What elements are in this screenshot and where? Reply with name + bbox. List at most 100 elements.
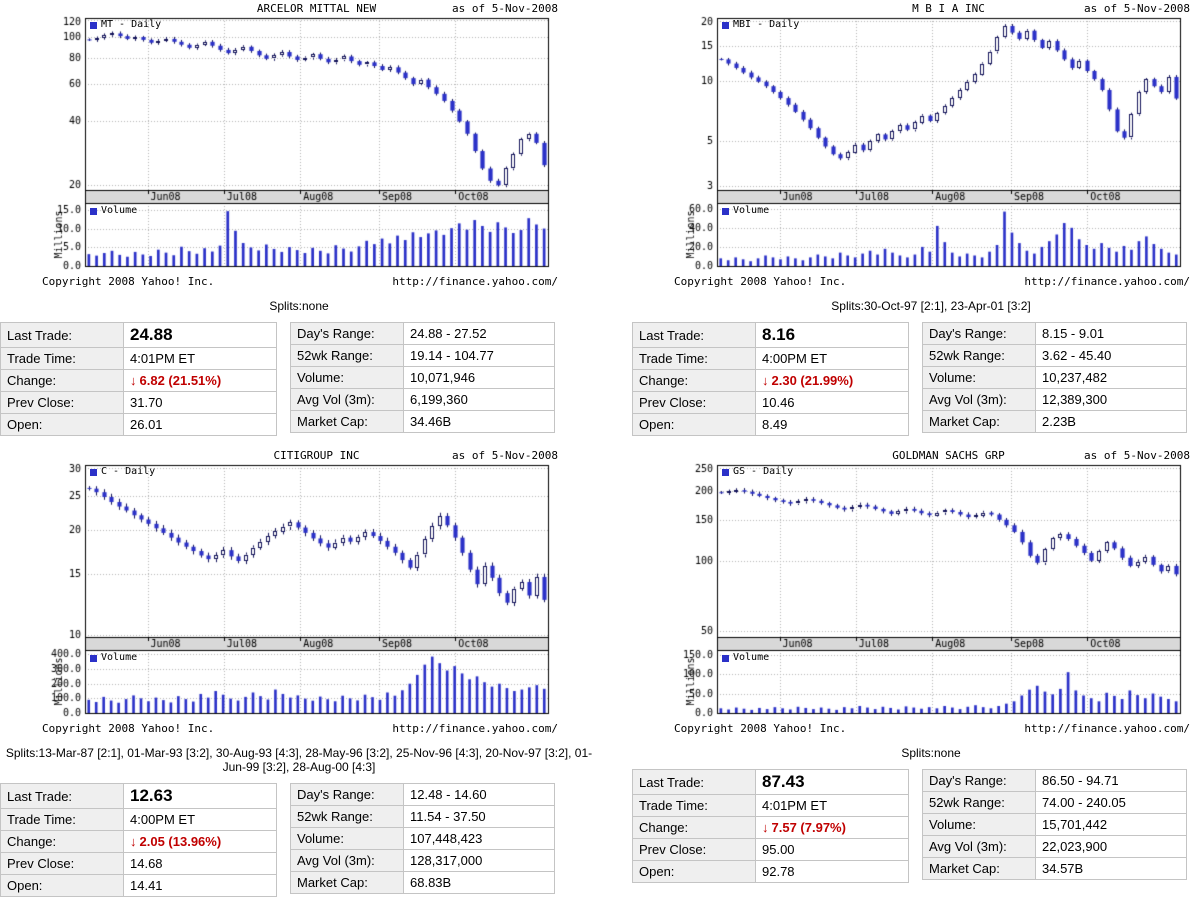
volume-legend: Volume xyxy=(722,206,769,216)
quote-label: Open: xyxy=(632,860,756,883)
splits-text: Splits:none xyxy=(901,746,961,760)
quote-value: 11.54 - 37.50 xyxy=(403,805,555,828)
quote-row: 52wk Range: 19.14 - 104.77 xyxy=(290,344,555,367)
quote-label: Change: xyxy=(0,369,124,392)
chart-url[interactable]: http://finance.yahoo.com/ xyxy=(1024,722,1190,735)
quote-value: 14.41 xyxy=(123,874,277,897)
stock-chart-c: CITIGROUP INC as of 5-Nov-2008 C - Daily… xyxy=(0,447,560,737)
quote-label: Market Cap: xyxy=(290,871,404,894)
chart-as-of-date: as of 5-Nov-2008 xyxy=(1084,449,1190,462)
quote-table-left: Last Trade: 87.43 Trade Time: 4:01PM ET Chan… xyxy=(632,769,909,883)
quote-label: Avg Vol (3m): xyxy=(922,388,1036,411)
candlestick-volume-chart[interactable] xyxy=(632,461,1192,719)
quote-label: Open: xyxy=(0,413,124,436)
quote-label: Trade Time: xyxy=(632,347,756,370)
series-swatch-icon xyxy=(722,207,729,215)
quote-label: 52wk Range: xyxy=(922,791,1036,814)
quote-value: 34.46B xyxy=(403,410,555,433)
quote-value: 2.23B xyxy=(1035,410,1187,433)
quote-label: Prev Close: xyxy=(632,391,756,414)
copyright-text: Copyright 2008 Yahoo! Inc. xyxy=(42,275,215,288)
quote-value: 4:00PM ET xyxy=(755,347,909,370)
quote-label: Avg Vol (3m): xyxy=(290,849,404,872)
quote-table-left: Last Trade: 12.63 Trade Time: 4:00PM ET Chan… xyxy=(0,783,277,897)
chart-url[interactable]: http://finance.yahoo.com/ xyxy=(1024,275,1190,288)
candlestick-volume-chart[interactable] xyxy=(632,14,1192,272)
quote-row: Day's Range: 24.88 - 27.52 xyxy=(290,322,555,345)
splits-text: Splits:none xyxy=(269,299,329,313)
candlestick-volume-chart[interactable] xyxy=(0,461,560,719)
quote-label: Last Trade: xyxy=(632,322,756,348)
quote-value: 92.78 xyxy=(755,860,909,883)
chart-title: GOLDMAN SACHS GRP xyxy=(892,449,1005,462)
quote-label: 52wk Range: xyxy=(290,805,404,828)
series-swatch-icon xyxy=(90,207,97,215)
quote-row: Avg Vol (3m): 22,023,900 xyxy=(922,835,1187,858)
chart-url[interactable]: http://finance.yahoo.com/ xyxy=(392,722,558,735)
quote-row: Volume: 10,237,482 xyxy=(922,366,1187,389)
volume-legend: Volume xyxy=(90,206,137,216)
quote-label: Volume: xyxy=(922,366,1036,389)
quote-label: Change: xyxy=(632,816,756,839)
price-legend: C - Daily xyxy=(90,467,155,477)
chart-footer: Copyright 2008 Yahoo! Inc. http://financ… xyxy=(632,722,1190,735)
splits-text: Splits:30-Oct-97 [2:1], 23-Apr-01 [3:2] xyxy=(831,299,1031,313)
quote-row: Avg Vol (3m): 12,389,300 xyxy=(922,388,1187,411)
quote-row: Market Cap: 68.83B xyxy=(290,871,555,894)
quote-label: Trade Time: xyxy=(0,347,124,370)
quote-label: Day's Range: xyxy=(290,322,404,345)
quote-row: Prev Close: 10.46 xyxy=(632,391,909,414)
volume-legend: Volume xyxy=(90,653,137,663)
quote-label: Prev Close: xyxy=(0,852,124,875)
chart-title: ARCELOR MITTAL NEW xyxy=(256,2,377,15)
volume-legend-label: Volume xyxy=(733,205,770,216)
quote-row: Day's Range: 86.50 - 94.71 xyxy=(922,769,1187,792)
series-swatch-icon xyxy=(722,468,729,476)
quote-row: Trade Time: 4:01PM ET xyxy=(632,794,909,817)
quote-table-left: Last Trade: 24.88 Trade Time: 4:01PM ET Chan… xyxy=(0,322,277,436)
chart-title: M B I A INC xyxy=(912,2,985,15)
quote-value: 34.57B xyxy=(1035,857,1187,880)
quote-row: Market Cap: 34.57B xyxy=(922,857,1187,880)
chart-footer: Copyright 2008 Yahoo! Inc. http://financ… xyxy=(0,722,558,735)
quote-value: 74.00 - 240.05 xyxy=(1035,791,1187,814)
candlestick-volume-chart[interactable] xyxy=(0,14,560,272)
quadrant-c: CITIGROUP INC as of 5-Nov-2008 C - Daily… xyxy=(0,447,600,897)
price-legend: MBI - Daily xyxy=(722,20,799,30)
down-arrow-icon: ↓ xyxy=(130,834,137,849)
quote-row: Trade Time: 4:01PM ET xyxy=(0,347,277,370)
volume-legend-label: Volume xyxy=(101,652,138,663)
quote-summary: Last Trade: 87.43 Trade Time: 4:01PM ET Chan… xyxy=(632,769,1200,883)
quote-value: 31.70 xyxy=(123,391,277,414)
quote-row: Avg Vol (3m): 6,199,360 xyxy=(290,388,555,411)
price-legend: MT - Daily xyxy=(90,20,161,30)
series-swatch-icon xyxy=(722,21,729,29)
quote-label: Day's Range: xyxy=(922,769,1036,792)
quote-row: Avg Vol (3m): 128,317,000 xyxy=(290,849,555,872)
quote-value: 128,317,000 xyxy=(403,849,555,872)
quote-value: 12,389,300 xyxy=(1035,388,1187,411)
quote-row: Prev Close: 31.70 xyxy=(0,391,277,414)
quote-row: Volume: 15,701,442 xyxy=(922,813,1187,836)
quote-row: Volume: 10,071,946 xyxy=(290,366,555,389)
quote-value: ↓ 7.57 (7.97%) xyxy=(755,816,909,839)
quote-row: 52wk Range: 74.00 - 240.05 xyxy=(922,791,1187,814)
volume-legend: Volume xyxy=(722,653,769,663)
quote-row: Market Cap: 2.23B xyxy=(922,410,1187,433)
quote-label: Day's Range: xyxy=(922,322,1036,345)
quote-row: Last Trade: 8.16 xyxy=(632,322,909,348)
quote-value: 4:00PM ET xyxy=(123,808,277,831)
chart-url[interactable]: http://finance.yahoo.com/ xyxy=(392,275,558,288)
quote-value: 19.14 - 104.77 xyxy=(403,344,555,367)
quote-value: 95.00 xyxy=(755,838,909,861)
quote-row: Open: 14.41 xyxy=(0,874,277,897)
series-swatch-icon xyxy=(90,21,97,29)
stock-chart-mt: ARCELOR MITTAL NEW as of 5-Nov-2008 MT -… xyxy=(0,0,560,290)
price-legend: GS - Daily xyxy=(722,467,793,477)
splits-text: Splits:13-Mar-87 [2:1], 01-Mar-93 [3:2],… xyxy=(5,746,593,774)
quote-row: Change: ↓ 2.30 (21.99%) xyxy=(632,369,909,392)
quote-label: 52wk Range: xyxy=(290,344,404,367)
quote-value: ↓ 2.05 (13.96%) xyxy=(123,830,277,853)
quote-label: Last Trade: xyxy=(0,322,124,348)
